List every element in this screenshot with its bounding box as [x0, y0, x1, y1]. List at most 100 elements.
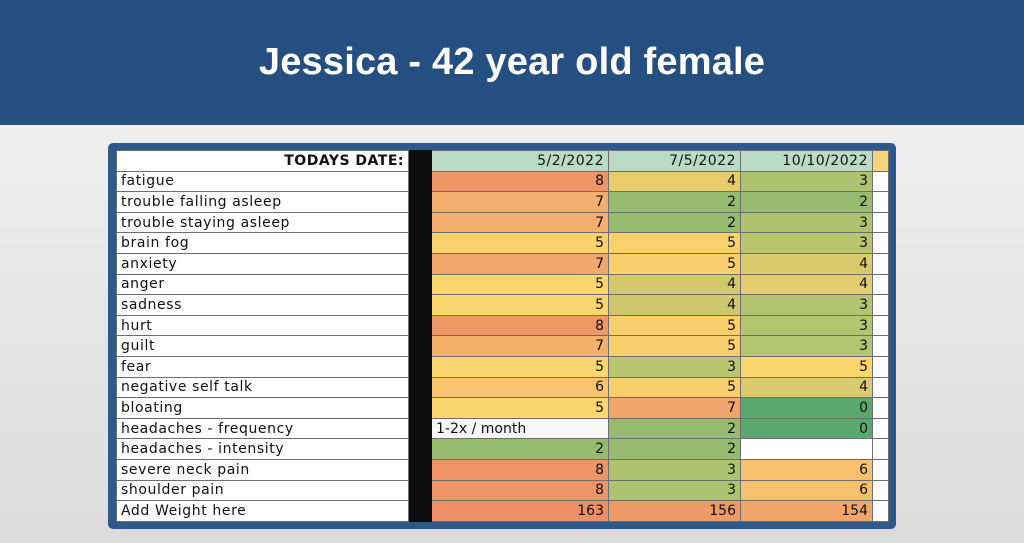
score-cell[interactable]: 5 [431, 355, 609, 378]
row-label[interactable]: fatigue [116, 170, 409, 193]
table-row: anger 5 4 4 [116, 273, 889, 296]
score-cell[interactable]: 5 [608, 376, 741, 399]
row-label[interactable]: bloating [116, 397, 409, 419]
divider-column [408, 170, 432, 193]
edge-cell[interactable] [872, 355, 889, 378]
divider-column [408, 438, 432, 460]
score-cell[interactable]: 5 [608, 232, 741, 254]
score-cell[interactable]: 3 [740, 314, 873, 337]
score-cell[interactable]: 5 [431, 294, 609, 316]
row-label[interactable]: Add Weight here [116, 500, 409, 522]
score-cell[interactable]: 2 [608, 438, 741, 460]
edge-cell[interactable] [872, 335, 889, 357]
score-cell[interactable]: 3 [608, 479, 741, 502]
score-cell[interactable]: 8 [431, 479, 609, 502]
score-cell[interactable]: 163 [431, 500, 609, 522]
edge-cell[interactable] [872, 376, 889, 399]
row-label[interactable]: severe neck pain [116, 458, 409, 481]
row-label[interactable]: trouble staying asleep [116, 211, 409, 234]
score-cell[interactable]: 5 [431, 273, 609, 296]
edge-cell[interactable] [872, 458, 889, 481]
score-cell[interactable]: 4 [740, 273, 873, 296]
edge-cell[interactable] [872, 252, 889, 275]
edge-cell[interactable] [872, 479, 889, 502]
score-cell[interactable]: 2 [431, 438, 609, 460]
score-cell[interactable]: 0 [740, 417, 873, 440]
date-cell-3[interactable]: 10/10/2022 [740, 150, 873, 172]
score-cell[interactable]: 5 [608, 314, 741, 337]
divider-column [408, 232, 432, 254]
divider-column [408, 335, 432, 357]
score-cell[interactable]: 154 [740, 500, 873, 522]
score-cell[interactable]: 3 [740, 170, 873, 193]
edge-cell[interactable] [872, 232, 889, 254]
row-label[interactable]: headaches - intensity [116, 438, 409, 460]
score-cell[interactable]: 3 [608, 458, 741, 481]
score-cell[interactable]: 2 [608, 417, 741, 440]
score-cell[interactable]: 8 [431, 458, 609, 481]
score-cell[interactable]: 5 [608, 335, 741, 357]
edge-cell[interactable] [872, 294, 889, 316]
score-cell[interactable]: 7 [431, 252, 609, 275]
score-cell[interactable]: 0 [740, 397, 873, 419]
edge-cell[interactable] [872, 438, 889, 460]
divider-column [408, 252, 432, 275]
score-cell[interactable]: 3 [608, 355, 741, 378]
score-cell[interactable]: 5 [431, 232, 609, 254]
row-label[interactable]: fear [116, 355, 409, 378]
row-label[interactable]: sadness [116, 294, 409, 316]
row-label[interactable]: anxiety [116, 252, 409, 275]
score-cell[interactable]: 6 [740, 479, 873, 502]
score-cell[interactable]: 5 [431, 397, 609, 419]
score-cell[interactable]: 6 [740, 458, 873, 481]
todays-date-label[interactable]: TODAYS DATE: [116, 150, 409, 172]
score-cell[interactable]: 156 [608, 500, 741, 522]
row-label[interactable]: trouble falling asleep [116, 191, 409, 213]
score-cell[interactable] [740, 438, 873, 460]
row-label[interactable]: anger [116, 273, 409, 296]
row-label[interactable]: negative self talk [116, 376, 409, 399]
score-cell[interactable]: 7 [431, 191, 609, 213]
score-cell[interactable]: 2 [608, 211, 741, 234]
divider-column [408, 191, 432, 213]
edge-cell[interactable] [872, 417, 889, 440]
divider-column [408, 273, 432, 296]
score-cell[interactable]: 1-2x / month [431, 417, 609, 440]
date-cell-1[interactable]: 5/2/2022 [431, 150, 609, 172]
edge-cell[interactable] [872, 500, 889, 522]
score-cell[interactable]: 2 [740, 191, 873, 213]
score-cell[interactable]: 3 [740, 232, 873, 254]
row-label[interactable]: shoulder pain [116, 479, 409, 502]
edge-cell[interactable] [872, 314, 889, 337]
score-cell[interactable]: 7 [608, 397, 741, 419]
table-row: guilt 7 5 3 [116, 335, 889, 357]
score-cell[interactable]: 6 [431, 376, 609, 399]
edge-cell[interactable] [872, 211, 889, 234]
edge-cell[interactable] [872, 273, 889, 296]
score-cell[interactable]: 3 [740, 294, 873, 316]
row-label[interactable]: headaches - frequency [116, 417, 409, 440]
row-label[interactable]: guilt [116, 335, 409, 357]
score-cell[interactable]: 4 [608, 170, 741, 193]
score-cell[interactable]: 8 [431, 314, 609, 337]
score-cell[interactable]: 3 [740, 211, 873, 234]
score-cell[interactable]: 4 [740, 376, 873, 399]
edge-cell[interactable] [872, 150, 889, 172]
score-cell[interactable]: 3 [740, 335, 873, 357]
score-cell[interactable]: 4 [740, 252, 873, 275]
score-cell[interactable]: 5 [740, 355, 873, 378]
score-cell[interactable]: 7 [431, 211, 609, 234]
edge-cell[interactable] [872, 397, 889, 419]
score-cell[interactable]: 4 [608, 273, 741, 296]
date-cell-2[interactable]: 7/5/2022 [608, 150, 741, 172]
row-label[interactable]: brain fog [116, 232, 409, 254]
score-cell[interactable]: 7 [431, 335, 609, 357]
row-label[interactable]: hurt [116, 314, 409, 337]
score-cell[interactable]: 2 [608, 191, 741, 213]
score-cell[interactable]: 8 [431, 170, 609, 193]
score-cell[interactable]: 4 [608, 294, 741, 316]
score-cell[interactable]: 5 [608, 252, 741, 275]
edge-cell[interactable] [872, 170, 889, 193]
divider-column [408, 211, 432, 234]
edge-cell[interactable] [872, 191, 889, 213]
